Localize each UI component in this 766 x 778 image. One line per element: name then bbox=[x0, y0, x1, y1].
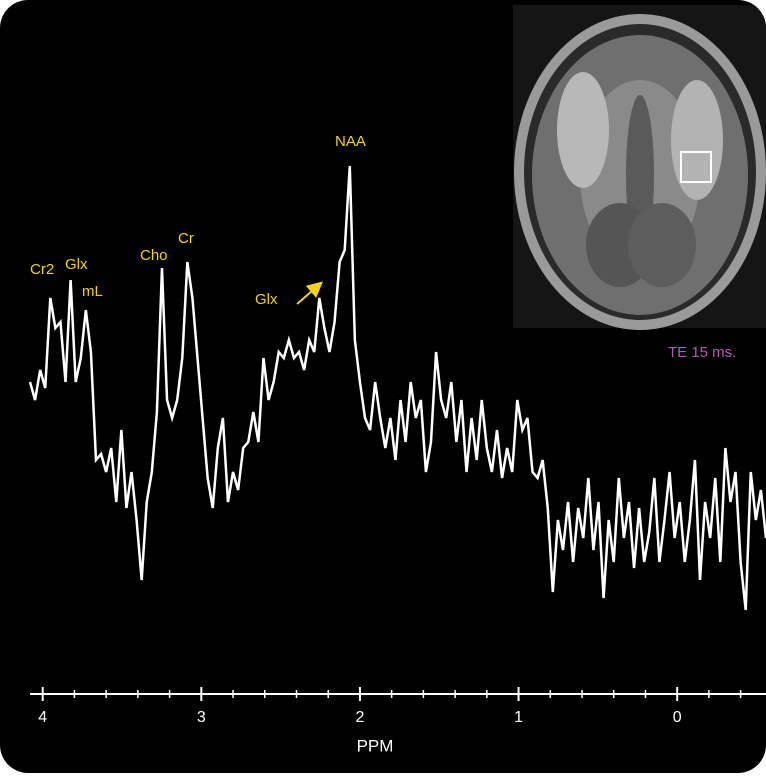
annotation: Glx bbox=[255, 291, 278, 308]
page: {"chart_data": { "type": "line", "xlabel… bbox=[0, 0, 766, 773]
x-tick-label: 2 bbox=[355, 709, 364, 726]
mri-inset bbox=[513, 5, 766, 330]
annotation: Glx bbox=[65, 256, 88, 273]
x-tick-label: 1 bbox=[514, 709, 523, 726]
annotation: TE 15 ms. bbox=[668, 344, 736, 361]
chart: 4 3 2 1 0 PPM Cr2 Glx mL Cho Cr Glx NAA TE 15… bbox=[0, 0, 766, 773]
annotation: Cr bbox=[178, 230, 194, 247]
annotation: Cho bbox=[140, 247, 168, 264]
x-axis-label: PPM bbox=[357, 736, 394, 755]
x-tick-label: 4 bbox=[38, 709, 47, 726]
x-tick-label: 0 bbox=[673, 709, 682, 726]
x-tick-label: 3 bbox=[197, 709, 206, 726]
annotation: Cr2 bbox=[30, 261, 54, 278]
annotation: NAA bbox=[335, 133, 366, 150]
annotation: mL bbox=[82, 283, 103, 300]
